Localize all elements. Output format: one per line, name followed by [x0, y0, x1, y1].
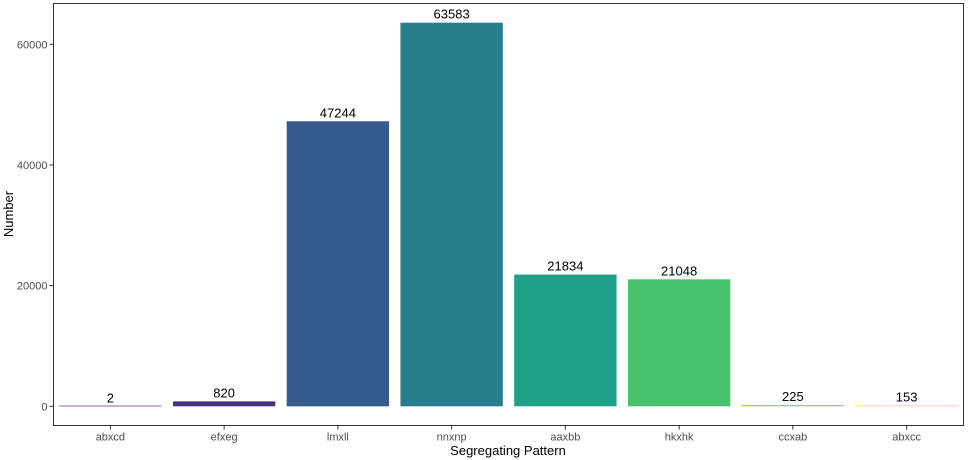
x-tick-label: hkxhk [665, 432, 694, 444]
y-tick-label: 0 [41, 401, 47, 413]
x-tick-label: ccxab [779, 432, 808, 444]
bar-hkxhk [627, 279, 731, 407]
bar-abxcd [59, 405, 162, 407]
bars [59, 22, 958, 407]
data-labels: 2 820 47244 63583 21834 21048 225 153 [107, 7, 918, 406]
data-label-nnxnp: 63583 [434, 7, 470, 22]
x-tick-label: abxcc [892, 432, 921, 444]
y-axis: 0 20000 40000 60000 [17, 39, 54, 413]
data-label-abxcd: 2 [107, 390, 114, 405]
x-tick-label: efxeg [211, 432, 238, 444]
x-axis: abxcd efxeg lmxll nnxnp aaxbb hkxhk ccxab abxcc [96, 425, 921, 444]
data-label-aaxbb: 21834 [547, 259, 583, 274]
data-label-lmxll: 47244 [320, 105, 356, 120]
x-tick-label: nnxnp [437, 432, 467, 444]
bar-lmxll [286, 121, 390, 407]
data-label-ccxab: 225 [782, 389, 804, 404]
y-tick-label: 20000 [17, 281, 48, 293]
y-axis-title: Number [1, 190, 16, 237]
x-axis-title: Segregating Pattern [450, 443, 566, 458]
data-label-abxcc: 153 [896, 389, 918, 404]
x-tick-label: aaxbb [550, 432, 580, 444]
bar-ccxab [741, 404, 845, 407]
data-label-hkxhk: 21048 [661, 263, 697, 278]
bar-aaxbb [514, 274, 617, 407]
bar-efxeg [172, 401, 276, 407]
data-label-efxeg: 820 [213, 385, 235, 400]
y-tick-label: 60000 [17, 39, 48, 51]
bar-nnxnp [400, 22, 503, 407]
panel-border [53, 3, 964, 426]
x-tick-label: lmxll [327, 432, 349, 444]
x-tick-label: abxcd [96, 432, 125, 444]
bar-abxcc [855, 405, 958, 407]
y-tick-label: 40000 [17, 160, 48, 172]
